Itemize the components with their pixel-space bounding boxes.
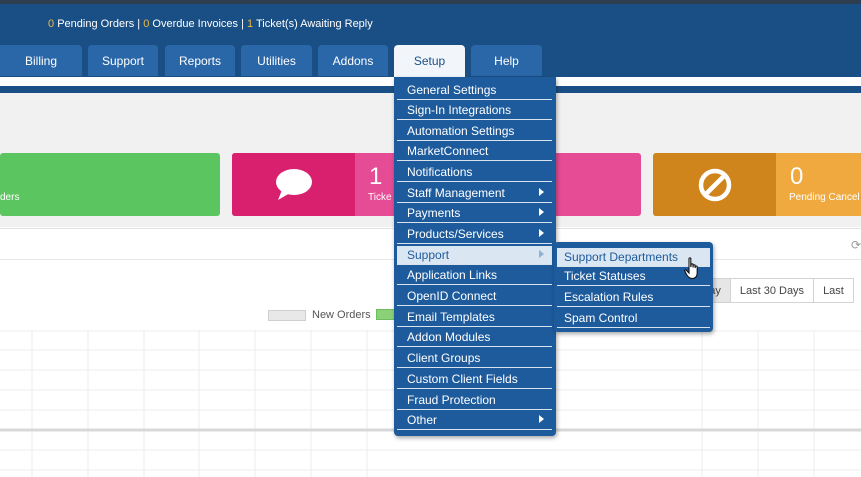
chart-grid (0, 330, 861, 477)
tab-support[interactable]: Support (88, 45, 158, 76)
stat-count: 0 (790, 163, 804, 190)
submenu-arrow-icon (539, 229, 544, 237)
stat-label: ders (0, 192, 20, 203)
pending-orders-count[interactable]: 0 (48, 18, 55, 30)
menu-item-staff-management[interactable]: Staff Management (397, 184, 552, 203)
tickets-awaiting-count[interactable]: 1 (247, 18, 254, 30)
menu-item-openid-connect[interactable]: OpenID Connect (397, 287, 552, 306)
submenu-arrow-icon (539, 250, 544, 258)
support-submenu: Support Departments Ticket Statuses Esca… (554, 242, 713, 332)
menu-item-custom-client-fields[interactable]: Custom Client Fields (397, 370, 552, 389)
submenu-item-label: Spam Control (564, 311, 638, 325)
submenu-item-escalation-rules[interactable]: Escalation Rules (557, 288, 710, 307)
menu-item-label: Automation Settings (407, 124, 515, 138)
submenu-item-spam-control[interactable]: Spam Control (557, 309, 710, 328)
stat-tickets[interactable]: 1 Ticke (232, 153, 412, 216)
menu-item-label: Application Links (407, 268, 498, 282)
overdue-invoices-count[interactable]: 0 (143, 18, 150, 30)
submenu-arrow-icon (539, 415, 544, 423)
menu-item-label: OpenID Connect (407, 289, 497, 303)
menu-item-label: Custom Client Fields (407, 372, 518, 386)
submenu-item-label: Escalation Rules (564, 290, 654, 304)
menu-item-label: Sign-In Integrations (407, 103, 512, 117)
alerts-bar: 0 Pending Orders | 0 Overdue Invoices | … (48, 18, 373, 30)
range-last-button[interactable]: Last (813, 278, 854, 303)
speech-bubble-icon (232, 153, 355, 216)
main-nav: Billing Support Reports Utilities Addons… (0, 45, 861, 77)
menu-item-label: Notifications (407, 165, 473, 179)
menu-item-support[interactable]: Support (397, 246, 552, 265)
tab-addons[interactable]: Addons (318, 45, 388, 76)
legend-swatch (268, 309, 306, 321)
menu-item-client-groups[interactable]: Client Groups (397, 349, 552, 368)
menu-item-label: General Settings (407, 83, 497, 97)
submenu-item-ticket-statuses[interactable]: Ticket Statuses (557, 267, 710, 286)
header-top-strip (0, 0, 861, 4)
hand-pointer-cursor-icon (684, 257, 698, 280)
menu-item-label: Support (407, 248, 450, 262)
menu-item-label: Products/Services (407, 227, 504, 241)
refresh-icon[interactable]: ⟳ (851, 238, 861, 252)
menu-item-label: MarketConnect (407, 144, 489, 158)
admin-header: 0 Pending Orders | 0 Overdue Invoices | … (0, 0, 861, 45)
menu-item-marketconnect[interactable]: MarketConnect (397, 142, 552, 161)
overdue-invoices-link[interactable]: Overdue Invoices (152, 18, 239, 30)
tab-reports[interactable]: Reports (165, 45, 235, 76)
tab-utilities[interactable]: Utilities (241, 45, 312, 76)
stat-count: 1 (369, 163, 383, 190)
menu-item-general-settings[interactable]: General Settings (397, 81, 552, 100)
stat-label: Ticke (368, 192, 392, 203)
stat-label: Pending Cancel (789, 192, 860, 203)
menu-item-email-templates[interactable]: Email Templates (397, 308, 552, 327)
menu-item-label: Payments (407, 206, 461, 220)
submenu-item-label: Support Departments (564, 250, 679, 264)
menu-item-products-services[interactable]: Products/Services (397, 225, 552, 244)
range-last-30-days-button[interactable]: Last 30 Days (729, 278, 815, 303)
pending-orders-link[interactable]: Pending Orders (57, 18, 135, 30)
setup-dropdown-menu: General Settings Sign-In Integrations Au… (394, 77, 556, 436)
menu-item-label: Addon Modules (407, 330, 491, 344)
menu-item-notifications[interactable]: Notifications (397, 163, 552, 182)
menu-item-label: Other (407, 413, 438, 427)
menu-item-label: Email Templates (407, 310, 495, 324)
menu-item-sign-in-integrations[interactable]: Sign-In Integrations (397, 101, 552, 120)
menu-item-application-links[interactable]: Application Links (397, 266, 552, 285)
menu-item-automation-settings[interactable]: Automation Settings (397, 122, 552, 141)
menu-item-label: Staff Management (407, 186, 505, 200)
stat-pending-orders[interactable]: ders (0, 153, 220, 216)
menu-item-addon-modules[interactable]: Addon Modules (397, 328, 552, 347)
legend-item-new-orders: New Orders (268, 309, 371, 321)
alert-separator: | (241, 18, 244, 30)
tab-setup[interactable]: Setup (394, 45, 465, 77)
submenu-arrow-icon (539, 188, 544, 196)
menu-item-label: Fraud Protection (407, 393, 496, 407)
alert-separator: | (137, 18, 141, 30)
submenu-arrow-icon (539, 208, 544, 216)
tab-billing[interactable]: Billing (0, 45, 82, 76)
menu-item-other[interactable]: Other (397, 411, 552, 430)
menu-item-fraud-protection[interactable]: Fraud Protection (397, 391, 552, 410)
submenu-item-label: Ticket Statuses (564, 269, 646, 283)
submenu-item-support-departments[interactable]: Support Departments (557, 248, 710, 267)
tickets-awaiting-link[interactable]: Ticket(s) Awaiting Reply (255, 18, 373, 30)
legend-label: New Orders (312, 309, 371, 321)
stat-pending-cancellations[interactable]: 0 Pending Cancel (653, 153, 861, 216)
menu-item-payments[interactable]: Payments (397, 204, 552, 223)
menu-item-label: Client Groups (407, 351, 481, 365)
tab-help[interactable]: Help (471, 45, 542, 76)
ban-icon (653, 153, 776, 216)
